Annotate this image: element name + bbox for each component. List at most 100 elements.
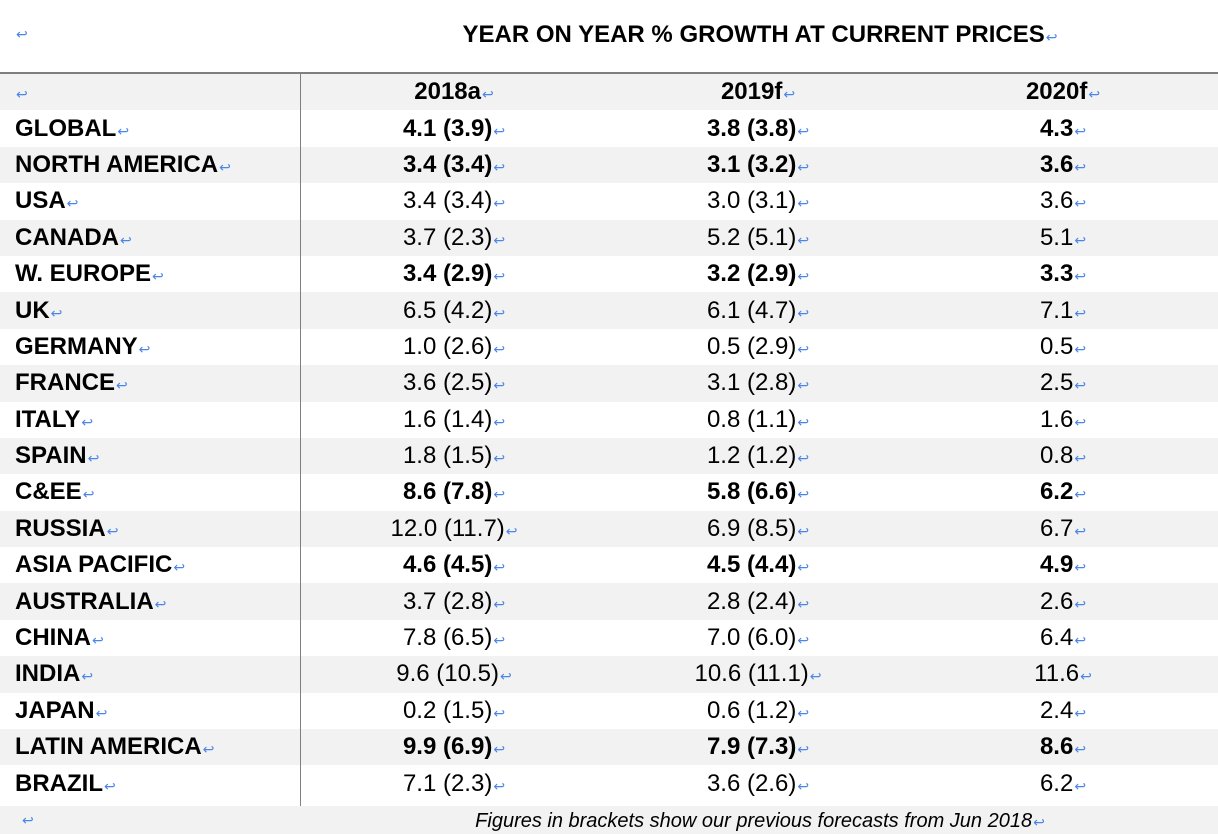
paragraph-mark: ↩ (493, 377, 506, 394)
cell-text: 7.9 (7.3) (706, 733, 797, 761)
cell-text: 3.7 (2.8) (402, 587, 493, 615)
table-row: GERMANY↩ 1.0 (2.6)↩ 0.5 (2.9)↩ 0.5↩ (0, 329, 1218, 365)
table-row: LATIN AMERICA↩ 9.9 (6.9)↩ 7.9 (7.3)↩ 8.6↩ (0, 729, 1218, 766)
paragraph-mark: ↩ (493, 195, 506, 212)
cell-text: 2.6 (1039, 587, 1074, 615)
paragraph-mark: ↩ (1074, 413, 1087, 430)
paragraph-mark: ↩ (797, 522, 810, 539)
paragraph-mark: ↩ (797, 340, 810, 357)
paragraph-mark: ↩ (493, 231, 506, 248)
value-2018-cell: 12.0 (11.7)↩ (300, 510, 608, 548)
paragraph-mark: ↩ (1033, 814, 1045, 830)
paragraph-mark: ↩ (202, 741, 215, 758)
paragraph-mark: ↩ (117, 122, 130, 139)
row-label-cell: CHINA↩ (0, 620, 300, 656)
value-2019-cell: 0.6 (1.2)↩ (608, 693, 908, 729)
row-label-cell: BRAZIL↩ (0, 765, 300, 801)
row-label-cell: GERMANY↩ (0, 329, 300, 365)
row-label-cell: GLOBAL↩ (0, 110, 300, 146)
cell-text: 11.6 (1034, 660, 1080, 688)
value-2020-cell: 6.4↩ (908, 620, 1218, 656)
cell-text: FRANCE (15, 369, 115, 397)
table-row: FRANCE↩ 3.6 (2.5)↩ 3.1 (2.8)↩ 2.5↩ (0, 365, 1218, 402)
paragraph-mark: ↩ (87, 450, 100, 467)
cell-text: 7.1 (2.3) (402, 769, 493, 797)
paragraph-mark: ↩ (493, 450, 506, 467)
cell-text: 3.1 (3.2) (706, 150, 797, 178)
paragraph-mark: ↩ (493, 486, 506, 503)
cell-text: 1.2 (1.2) (706, 442, 797, 470)
cell-text: 4.9 (1039, 551, 1074, 579)
paragraph-mark: ↩ (1074, 595, 1087, 612)
value-2019-cell: 7.0 (6.0)↩ (608, 620, 908, 656)
paragraph-mark: ↩ (116, 377, 128, 394)
paragraph-mark: ↩ (66, 195, 79, 212)
value-2020-cell: 4.3↩ (908, 110, 1218, 146)
cell-text: CHINA (15, 624, 91, 652)
value-2020-cell: 3.6↩ (908, 146, 1218, 184)
paragraph-mark: ↩ (1074, 304, 1087, 321)
value-2020-cell: 2.6↩ (908, 583, 1218, 620)
table-row: AUSTRALIA↩ 3.7 (2.8)↩ 2.8 (2.4)↩ 2.6↩ (0, 583, 1218, 620)
paragraph-mark: ↩ (797, 377, 810, 394)
value-2018-cell: 6.5 (4.2)↩ (300, 292, 608, 329)
cell-text: AUSTRALIA (15, 587, 154, 615)
row-label-cell: USA↩ (0, 183, 300, 219)
value-2019-cell: 6.1 (4.7)↩ (608, 292, 908, 329)
value-2019-cell: 3.1 (3.2)↩ (608, 146, 908, 184)
value-2019-cell: 3.8 (3.8)↩ (608, 110, 908, 146)
value-2018-cell: 3.4 (2.9)↩ (300, 256, 608, 292)
paragraph-mark: ↩ (1074, 231, 1087, 248)
cell-text: 3.0 (3.1) (706, 187, 797, 215)
cell-text: 9.6 (10.5) (396, 660, 499, 688)
cell-text: 3.2 (2.9) (706, 260, 797, 288)
value-2018-cell: 3.4 (3.4)↩ (300, 146, 608, 184)
row-label-cell: ITALY↩ (0, 402, 300, 438)
value-2019-cell: 3.6 (2.6)↩ (608, 765, 908, 801)
cell-text: 4.5 (4.4) (706, 551, 797, 579)
paragraph-mark: ↩ (1074, 340, 1087, 357)
row-label-cell: JAPAN↩ (0, 693, 300, 729)
paragraph-mark: ↩ (106, 522, 119, 539)
value-2020-cell: 3.6↩ (908, 183, 1218, 219)
paragraph-mark: ↩ (120, 231, 132, 248)
table-row: CHINA↩ 7.8 (6.5)↩ 7.0 (6.0)↩ 6.4↩ (0, 620, 1218, 656)
cell-text: 3.6 (1039, 150, 1074, 178)
cell-text: 3.3 (1039, 260, 1074, 288)
table-row: BRAZIL↩ 7.1 (2.3)↩ 3.6 (2.6)↩ 6.2↩ (0, 765, 1218, 801)
value-2018-cell: 3.6 (2.5)↩ (300, 365, 608, 402)
cell-text: 6.5 (4.2) (402, 296, 493, 324)
cell-text: 9.9 (6.9) (402, 733, 493, 761)
value-2019-cell: 10.6 (11.1)↩ (608, 656, 908, 693)
value-2018-cell: 4.1 (3.9)↩ (300, 110, 608, 146)
value-2020-cell: 1.6↩ (908, 402, 1218, 438)
cell-text: LATIN AMERICA (15, 733, 202, 761)
row-label-cell: RUSSIA↩ (0, 510, 300, 548)
cell-text: NORTH AMERICA (15, 150, 219, 178)
cell-text: 1.0 (2.6) (402, 332, 493, 360)
cell-text: 3.1 (2.8) (706, 369, 797, 397)
value-2018-cell: 7.8 (6.5)↩ (300, 620, 608, 656)
cell-text: 6.9 (8.5) (706, 514, 797, 542)
cell-text: 4.1 (3.9) (402, 114, 493, 142)
cell-text: 6.7 (1039, 514, 1074, 542)
header-divider (0, 72, 1218, 74)
cell-text: 6.1 (4.7) (706, 296, 797, 324)
row-label-cell: LATIN AMERICA↩ (0, 729, 300, 766)
cell-text: 6.2 (1039, 478, 1074, 506)
cell-text: GLOBAL (15, 114, 117, 142)
cell-text: 1.6 (1.4) (402, 405, 493, 433)
paragraph-mark: ↩ (493, 413, 506, 430)
paragraph-mark: ↩ (82, 486, 95, 503)
value-2019-cell: 0.5 (2.9)↩ (608, 329, 908, 365)
paragraph-mark: ↩ (797, 195, 810, 212)
value-2018-cell: 3.7 (2.8)↩ (300, 583, 608, 620)
paragraph-mark: ↩ (797, 741, 810, 758)
cell-text: JAPAN (15, 696, 95, 724)
cell-text: 0.8 (1039, 442, 1074, 470)
title-row: ↩ YEAR ON YEAR % GROWTH AT CURRENT PRICE… (0, 0, 1218, 74)
paragraph-mark: ↩ (154, 595, 167, 612)
value-2020-cell: 2.5↩ (908, 365, 1218, 402)
value-2019-cell: 3.2 (2.9)↩ (608, 256, 908, 292)
paragraph-mark: ↩ (1074, 777, 1087, 794)
